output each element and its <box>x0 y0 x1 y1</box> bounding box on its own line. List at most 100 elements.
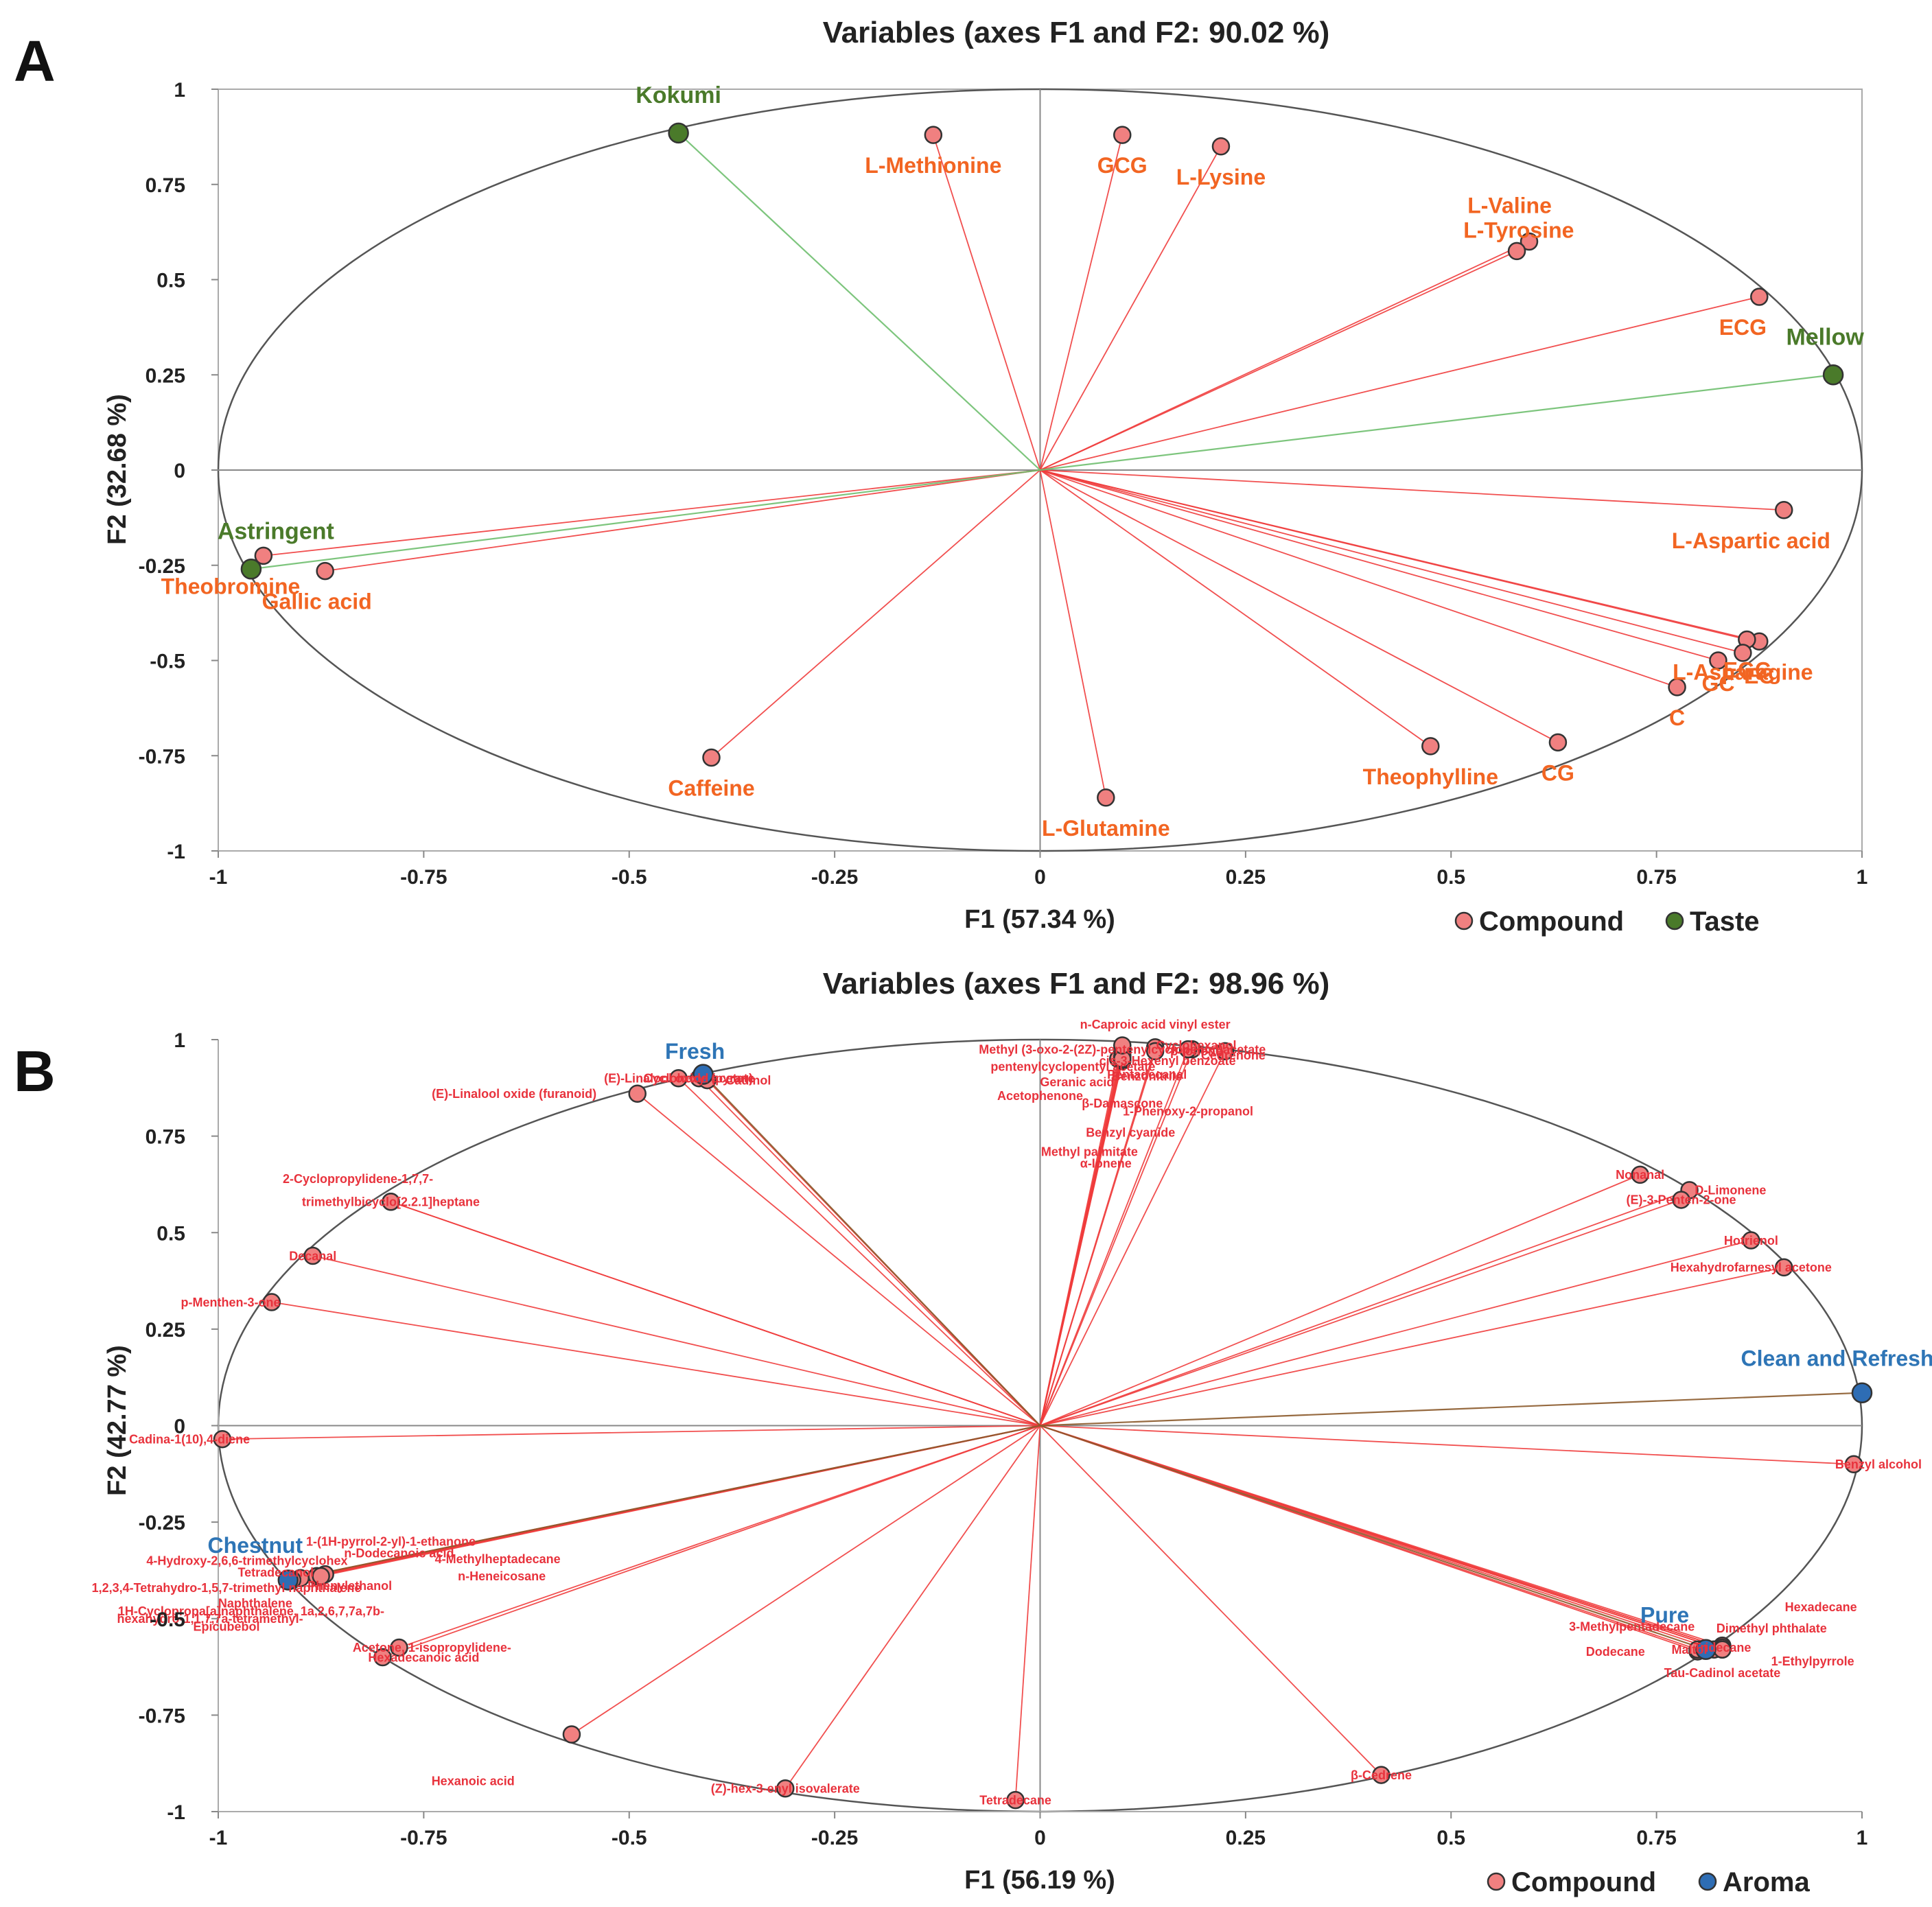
panel-a-compound-gallic-acid-vector <box>325 469 1040 572</box>
panel-a-compound-gallic-acid-point <box>316 561 334 581</box>
panel-a-compound-ec-label: EC <box>1744 664 1774 688</box>
panel-b-compound-acetone-1-isopropylidene-label: Acetone, 1-isopropylidene- <box>353 1641 511 1654</box>
panel-b-compound-ionone-label: β-Ionone <box>1170 1044 1222 1058</box>
panel-a-taste-astringent-vector <box>251 469 1040 570</box>
panel-b-aroma-chestnut-label: Chestnut <box>208 1533 303 1558</box>
panel-a-compound-caffeine-vector <box>710 469 1041 758</box>
panel-a-compound-gallic-acid-label: Gallic acid <box>262 589 372 614</box>
panel-b-compound-cedrenone-label: Cedrenone <box>1201 1049 1266 1062</box>
panel-b-compound-e-3-penten-2-one-vector <box>1040 1199 1681 1427</box>
legend-taste-marker <box>1665 911 1684 931</box>
panel-a-compound-l-lysine-label: L-Lysine <box>1176 165 1266 189</box>
panel-a-compound-l-aspartic-acid-label: L-Aspartic acid <box>1672 528 1830 553</box>
panel-b-aroma-chestnut-point <box>277 1569 299 1591</box>
panel-b-compound-trimethylbicyclo-2-2-1-heptane-point <box>382 1193 400 1211</box>
panel-b-compound-methyl-3-oxo-2-2z-pentenylcyclopentyl-acetate-label: Methyl (3-oxo-2-(2Z)-pentenylcyclopentyl… <box>979 1042 1266 1056</box>
panel-a-compound-gc-label: GC <box>1701 671 1734 696</box>
panel-b-compound-benzonitrile-label: Benzonitrile <box>1112 1070 1183 1084</box>
panel-b-aroma-pure-label: Pure <box>1640 1602 1689 1627</box>
panel-b-compound-phenylethanol-label: Phenylethanol <box>307 1579 392 1593</box>
panel-a-compound-l-aspartic-acid-point <box>1774 501 1793 519</box>
panel-b-compound-1h-cyclopropa-a-naphthalene-1a-2-6-7-7a-7b-label: 1H-Cyclopropa[a]naphthalene, 1a,2,6,7,7a… <box>118 1604 384 1618</box>
panel-b-y-tick-label: -0.75 <box>139 1705 185 1727</box>
panel-b-compound-nonanal-label: Nonanal <box>1616 1168 1664 1182</box>
panel-b-compound-damascone-label: β-Damascone <box>1082 1097 1163 1110</box>
panel-a-compound-l-lysine-vector <box>1039 145 1222 471</box>
panel-b-compound-hexanoic-acid-vector <box>571 1425 1040 1735</box>
panel-b-aroma-clean-and-refreshing-label: Clean and Refreshing <box>1741 1346 1932 1370</box>
panel-b-compound-hexahydro-1-1-7-7a-tetramethyl-label: hexahydro-1,1,7,7a-tetramethyl- <box>117 1612 303 1626</box>
panel-a-compound-gcg-vector <box>1039 134 1124 471</box>
panel-a-compound-theobromine-vector <box>263 469 1040 557</box>
panel-a-taste-astringent-point <box>240 559 262 580</box>
panel-a-compound-l-valine-label: L-Valine <box>1467 193 1552 218</box>
panel-b-compound-nonanal-vector <box>1040 1174 1641 1427</box>
panel-a-compound-l-glutamine-point <box>1097 788 1115 807</box>
panel-b-y-tick-label: -0.5 <box>150 1608 185 1631</box>
legend-aroma-marker <box>1698 1872 1717 1891</box>
panel-a-x-axis-label: F1 (57.34 %) <box>964 905 1115 934</box>
panel-b-x-tick-label: 0.5 <box>1436 1827 1465 1849</box>
panel-b-compound-1-ethylpyrrole-label: 1-Ethylpyrrole <box>1771 1654 1854 1668</box>
panel-b-x-tick-label: 1 <box>1857 1827 1868 1849</box>
panel-b-compound-n-caproic-acid-vinyl-ester-label: n-Caproic acid vinyl ester <box>1080 1018 1231 1031</box>
panel-a-compound-l-lysine-point <box>1211 137 1231 156</box>
panel-b-compound-cedrene-vector <box>1039 1425 1382 1776</box>
panel-b-compound-e-linalool-oxide-furanoid-label: (E)-Linalool oxide (furanoid) <box>432 1087 596 1101</box>
panel-b-compound-hexadecanoic-acid-point <box>373 1648 392 1667</box>
legend-aroma-label: Aroma <box>1723 1867 1810 1897</box>
panel-a-vectors <box>251 132 1834 798</box>
panel-b-compound-benzyl-cyanide-label: Benzyl cyanide <box>1086 1125 1175 1139</box>
panel-b-compound-cis-3-hexenyl-benzoate-label: cis-3-Hexenyl benzoate <box>1099 1054 1236 1068</box>
panel-b-compound-p-menthen-3-one-vector <box>271 1301 1040 1427</box>
panel-a-y-ticks: 1 0.75 0.5 0.25 0 -0.25 -0.5 -0.75 -1 <box>139 79 218 863</box>
panel-a-y-axis-label: F2 (32.68 %) <box>103 394 132 545</box>
panel-a-compound-l-aspartic-acid-vector <box>1040 469 1784 511</box>
panel-a-compound-ecg-point <box>1750 288 1769 306</box>
panel-b-x-axis-label: F1 (56.19 %) <box>964 1866 1115 1895</box>
panel-b-y-tick-label: 1 <box>174 1029 185 1052</box>
panel-a-compound-l-tyrosine-label: L-Tyrosine <box>1463 218 1574 243</box>
panel-b-compound-cadina-1-10-4-diene-label: Cadina-1(10),4-diene <box>129 1432 250 1446</box>
panel-a-compound-l-methionine-label: L-Methionine <box>865 153 1001 178</box>
panel-b-y-tick-label: 0 <box>174 1416 185 1438</box>
panel-a-y-tick-label: 0.25 <box>146 364 185 387</box>
panel-b-compound-benzyl-alcohol-vector <box>1040 1425 1854 1465</box>
panel-a-compound-c-vector <box>1040 469 1677 688</box>
panel-b-compound-3-methylpentadecane-label: 3-Methylpentadecane <box>1569 1619 1695 1633</box>
panel-b-compound-e-3-penten-2-one-point <box>1672 1191 1690 1209</box>
panel-a-compound-gc-point <box>1709 651 1727 670</box>
panel-b-compound-tridecane-label: Tridecane <box>1693 1641 1751 1654</box>
panel-a-compound-cg-point <box>1548 733 1568 752</box>
panel-a-x-ticks: -1 -0.75 -0.5 -0.25 0 0.25 0.5 0.75 1 <box>209 851 1867 889</box>
panel-a-compound-caffeine-label: Caffeine <box>668 776 754 801</box>
panel-a-compound-theobromine-label: Theobromine <box>161 574 301 598</box>
panel-b-compound-cadinol-label: Cadinol <box>725 1073 771 1087</box>
panel-b-compound-naphthalene-label: Naphthalene <box>218 1597 292 1611</box>
panel-a-compound-caffeine-point <box>702 748 721 767</box>
panel-b-compound-hexadecanoic-acid-vector <box>382 1425 1040 1658</box>
panel-b-compound-hexanoic-acid-label: Hexanoic acid <box>432 1774 515 1788</box>
panel-b-y-tick-label: 0.5 <box>156 1222 185 1245</box>
panel-a-taste-mellow-label: Mellow <box>1786 325 1864 351</box>
panel-b-title: Variables (axes F1 and F2: 98.96 %) <box>823 967 1330 1001</box>
panel-b-compound-cedrene-point <box>1372 1766 1390 1784</box>
panel-b-compound-tetradecanol-label: Tetradecanol <box>237 1566 314 1580</box>
panel-b-aroma-pure-vector <box>1040 1425 1706 1650</box>
panel-b-compound-hotrienol-label: Hotrienol <box>1724 1234 1778 1248</box>
panel-b-compound-cedrene-label: β-Cedrene <box>1351 1768 1412 1782</box>
panel-b-compound-cedrenone-point <box>1215 1042 1235 1061</box>
panel-a-y-tick-label: 0.5 <box>156 270 185 292</box>
panel-b-compound-cadina-1-10-4-diene-vector <box>222 1425 1040 1440</box>
panel-b-aroma-fresh-point <box>693 1064 714 1085</box>
panel-b-compound-decanal-point <box>303 1246 322 1265</box>
panel-b-compound-cedrenone-vector <box>1039 1051 1226 1426</box>
panel-b-compound-trimethylbicyclo-2-2-1-heptane-label: trimethylbicyclo[2.2.1]heptane <box>302 1195 480 1209</box>
panel-a-compound-l-glutamine-label: L-Glutamine <box>1042 816 1170 841</box>
panel-b-compound-maltol-label: Maltol <box>1672 1643 1708 1657</box>
panel-b-compound-tetradecane-label: Tetradecane <box>979 1793 1051 1807</box>
panel-a-points <box>240 122 1844 807</box>
legend-compound-marker-b <box>1487 1872 1506 1891</box>
panel-b-compound-1-2-3-4-tetrahydro-1-5-7-trimethyl-naphthalene-label: 1,2,3,4-Tetrahydro-1,5,7-trimethyl napht… <box>92 1581 362 1595</box>
panel-b-compound-tetradecane-point <box>1006 1790 1025 1810</box>
